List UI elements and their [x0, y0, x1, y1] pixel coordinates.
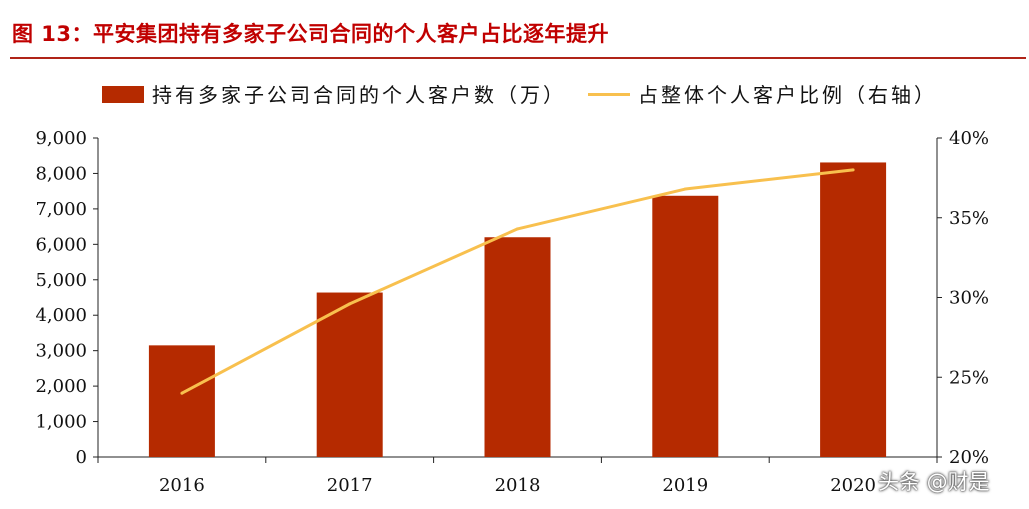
- bar-series: [148, 162, 887, 457]
- left-axis-tick-label: 9,000: [35, 128, 87, 149]
- chart-axes: 0 1,000 2,000 3,000 4,000 5,000 6,000 7,000 8,00…: [35, 128, 989, 496]
- right-axis-tick-label: 40%: [949, 128, 989, 149]
- left-axis-tick-label: 7,000: [35, 199, 87, 220]
- x-axis-tick-label: 2020: [830, 475, 876, 496]
- left-axis-tick-label: 4,000: [35, 305, 87, 326]
- x-axis-tick-label: 2016: [159, 475, 205, 496]
- line-series: [180, 168, 855, 395]
- left-axis-tick-label: 5,000: [35, 270, 87, 291]
- right-axis-tick-label: 30%: [949, 288, 989, 309]
- x-axis-tick-label: 2019: [662, 475, 708, 496]
- line-point: [851, 168, 855, 172]
- bar: [148, 345, 215, 457]
- left-axis-tick-label: 8,000: [35, 163, 87, 184]
- legend-swatch-bar: [102, 86, 144, 103]
- left-axis-tick-label: 3,000: [35, 341, 87, 362]
- bar: [652, 195, 719, 457]
- right-axis-tick-label: 25%: [949, 367, 989, 388]
- left-axis-tick-label: 1,000: [35, 412, 87, 433]
- legend-label-bar: 持有多家子公司合同的个人客户数（万）: [152, 83, 566, 107]
- bar: [820, 162, 887, 457]
- legend-label-line: 占整体个人客户比例（右轴）: [638, 83, 937, 107]
- x-axis-tick-label: 2018: [495, 475, 541, 496]
- left-axis-tick-label: 0: [76, 447, 87, 468]
- line-point: [348, 302, 352, 306]
- watermark: 头条 @财是: [878, 470, 990, 494]
- right-axis-tick-label: 35%: [949, 208, 989, 229]
- left-axis-tick-label: 2,000: [35, 376, 87, 397]
- line-point: [516, 227, 519, 231]
- figure-title: 图 13：平安集团持有多家子公司合同的个人客户占比逐年提升: [12, 22, 610, 46]
- line-point: [683, 187, 687, 191]
- bar: [484, 237, 551, 457]
- x-axis-tick-label: 2017: [327, 475, 373, 496]
- left-axis-tick-label: 6,000: [35, 234, 87, 255]
- chart-legend: 持有多家子公司合同的个人客户数（万） 占整体个人客户比例（右轴）: [102, 83, 937, 107]
- title-divider: [10, 57, 1026, 59]
- right-axis-tick-label: 20%: [949, 447, 989, 468]
- bar: [316, 292, 383, 457]
- line-point: [180, 391, 184, 395]
